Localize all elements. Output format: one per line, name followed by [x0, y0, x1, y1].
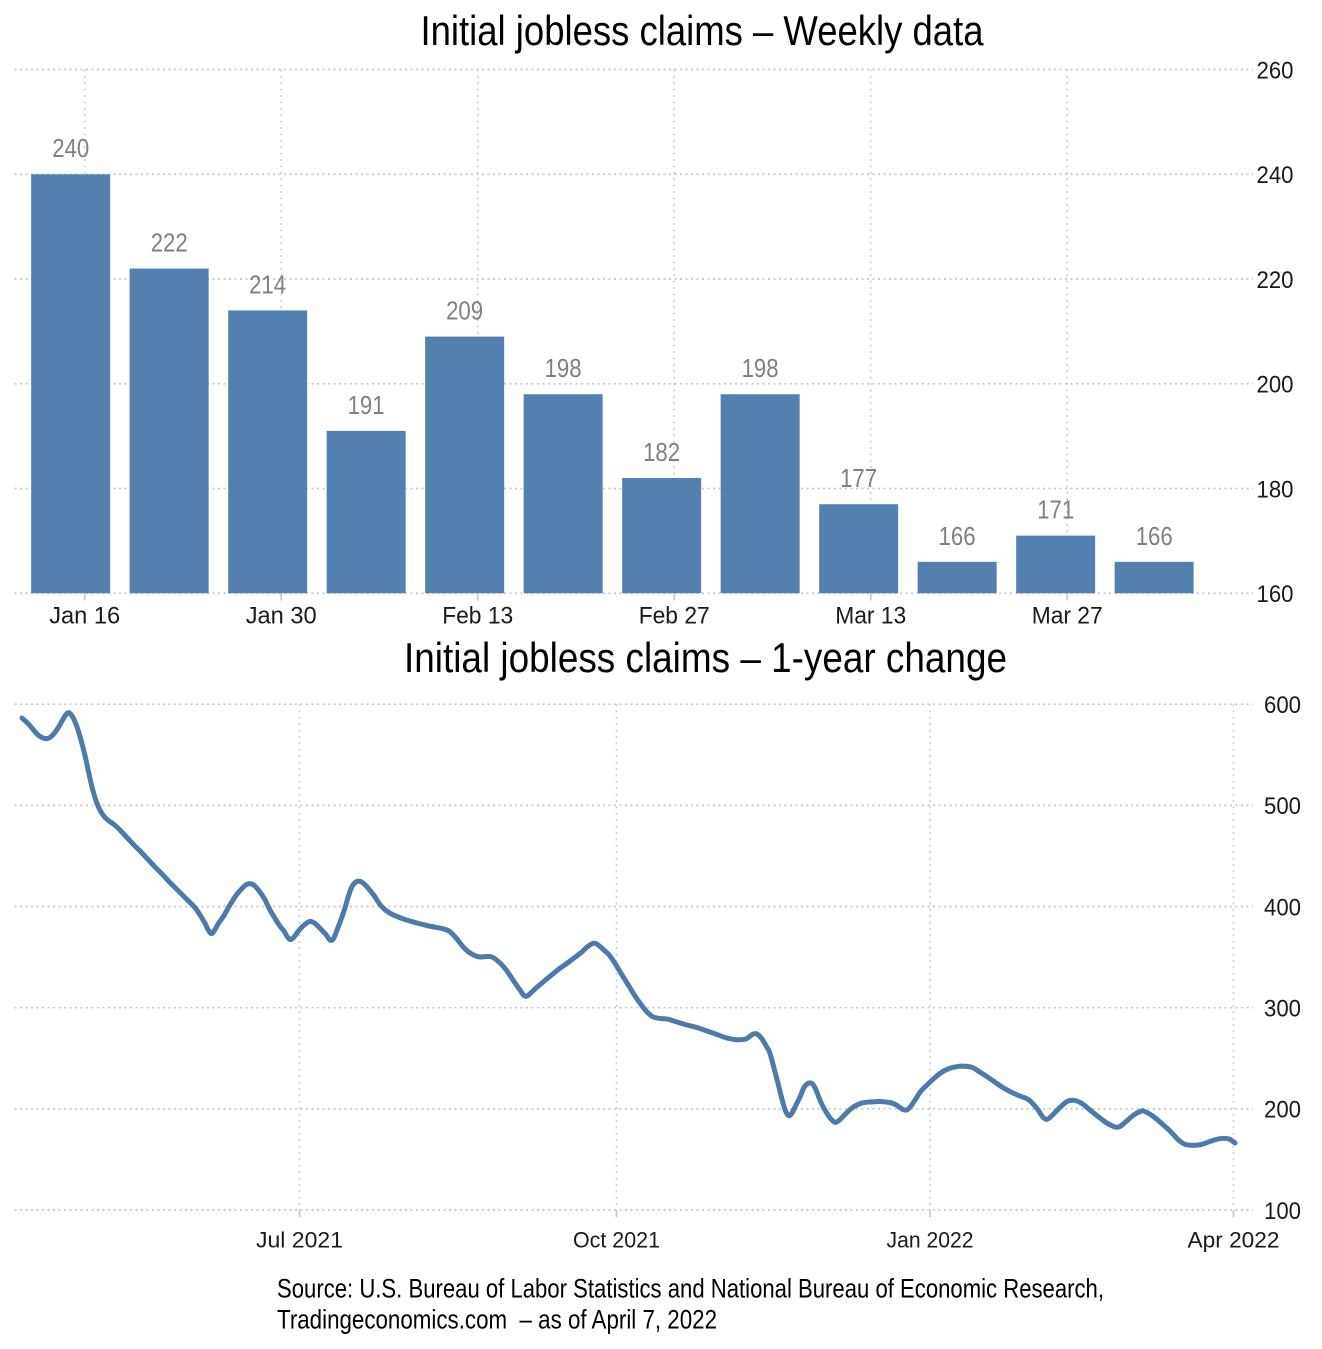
svg-text:300: 300	[1264, 996, 1301, 1023]
svg-text:Jan 30: Jan 30	[246, 603, 317, 630]
svg-text:Apr 2022: Apr 2022	[1188, 1227, 1280, 1252]
svg-text:Jan 16: Jan 16	[49, 603, 120, 630]
svg-text:Feb 13: Feb 13	[442, 603, 513, 630]
svg-text:220: 220	[1257, 267, 1294, 294]
svg-text:177: 177	[840, 465, 877, 493]
svg-text:222: 222	[151, 230, 188, 258]
svg-text:166: 166	[939, 523, 976, 551]
svg-text:240: 240	[52, 135, 89, 163]
svg-text:Jul 2021: Jul 2021	[256, 1227, 343, 1252]
svg-text:Tradingeconomics.com – as of: Tradingeconomics.com – as of April 7, 20…	[277, 1305, 717, 1335]
svg-text:100: 100	[1264, 1198, 1301, 1225]
svg-text:198: 198	[545, 355, 582, 383]
svg-text:Initial jobless claims – 1-yea: Initial jobless claims – 1-year change	[404, 634, 1007, 681]
svg-text:200: 200	[1257, 372, 1294, 399]
svg-text:Source: U.S. Bureau of Labor S: Source: U.S. Bureau of Labor Statistics …	[277, 1274, 1104, 1304]
svg-text:191: 191	[348, 392, 385, 420]
svg-text:214: 214	[249, 271, 286, 299]
svg-text:182: 182	[643, 439, 680, 467]
svg-text:200: 200	[1264, 1097, 1301, 1124]
svg-text:Feb 27: Feb 27	[639, 603, 710, 630]
svg-text:Mar 13: Mar 13	[835, 603, 906, 630]
svg-text:Jan 2022: Jan 2022	[887, 1227, 974, 1252]
svg-text:171: 171	[1037, 497, 1074, 525]
svg-text:240: 240	[1257, 162, 1294, 189]
svg-text:Oct 2021: Oct 2021	[573, 1227, 660, 1252]
svg-text:Initial jobless claims – Weekl: Initial jobless claims – Weekly data	[421, 7, 985, 54]
svg-text:166: 166	[1136, 523, 1173, 551]
svg-text:Mar 27: Mar 27	[1032, 603, 1103, 630]
svg-text:209: 209	[446, 298, 483, 326]
svg-text:260: 260	[1257, 57, 1294, 84]
svg-text:198: 198	[742, 355, 779, 383]
svg-text:600: 600	[1264, 692, 1301, 719]
svg-text:500: 500	[1264, 793, 1301, 820]
svg-text:180: 180	[1257, 476, 1294, 503]
svg-text:400: 400	[1264, 894, 1301, 921]
svg-text:160: 160	[1257, 581, 1294, 608]
